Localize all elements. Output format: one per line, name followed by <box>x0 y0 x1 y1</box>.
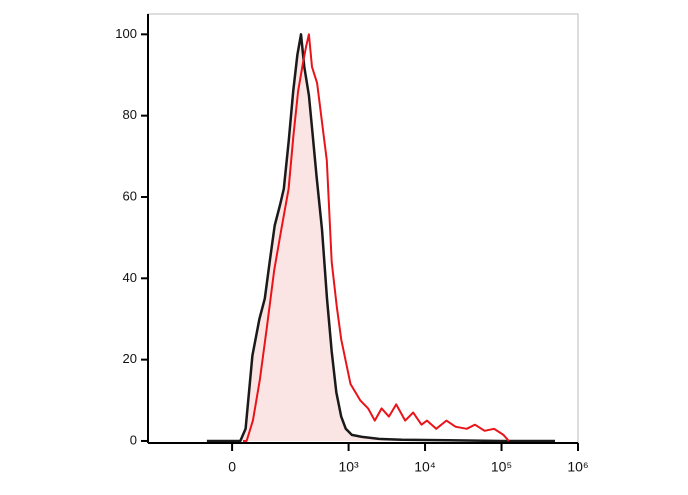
x-tick-label: 10⁴ <box>414 459 436 475</box>
x-tick-label: 10³ <box>338 459 359 475</box>
y-tick-label: 0 <box>130 432 137 447</box>
x-tick-label: 0 <box>228 459 236 475</box>
plot-frame <box>147 13 579 444</box>
x-tick-label: 10⁶ <box>567 459 588 475</box>
y-tick-label: 80 <box>123 107 137 122</box>
series-line <box>206 33 555 443</box>
x-tick-label: 10⁵ <box>491 459 512 475</box>
y-tick-label: 100 <box>115 26 137 41</box>
series-line <box>243 33 510 442</box>
y-tick-label: 40 <box>123 270 137 285</box>
y-tick-label: 60 <box>123 188 137 203</box>
y-tick-label: 20 <box>123 351 137 366</box>
